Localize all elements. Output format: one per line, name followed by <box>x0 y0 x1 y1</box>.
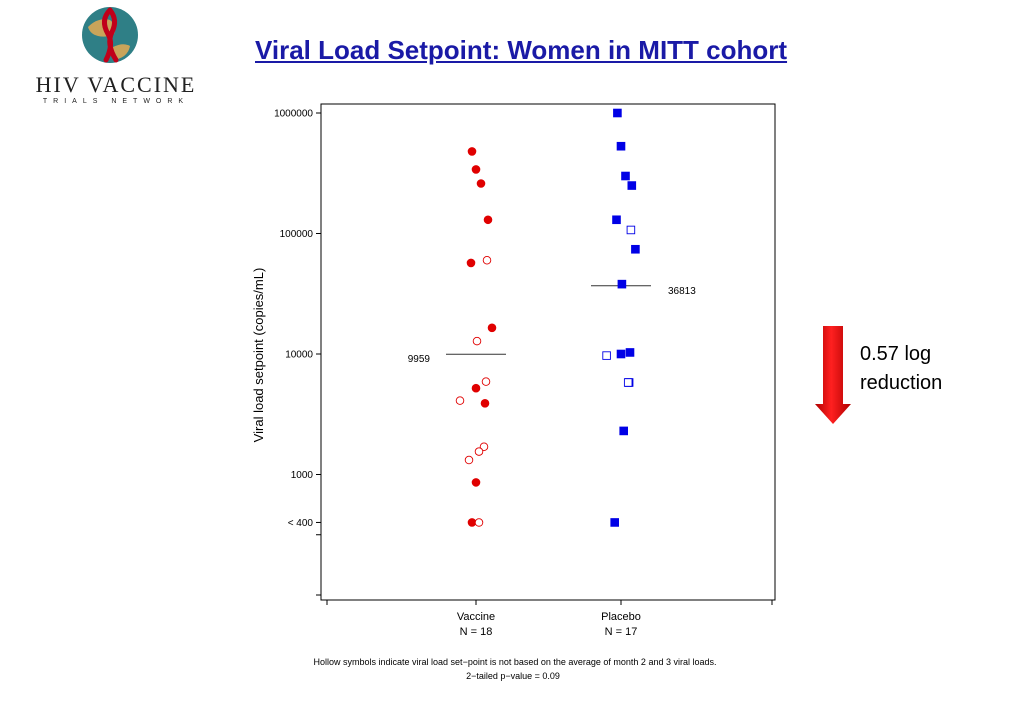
x-category-label-vaccine: Vaccine <box>457 611 495 623</box>
page-title: Viral Load Setpoint: Women in MITT cohor… <box>255 35 788 65</box>
data-points <box>455 108 640 527</box>
logo-subtitle: TRIALS NETWORK <box>42 98 190 105</box>
hvtn-logo: HIV VACCINE TRIALS NETWORK <box>18 2 198 112</box>
x-category-count-vaccine: N = 18 <box>460 626 493 638</box>
reduction-line-2: reduction <box>860 372 943 394</box>
footnote-line-2: 2−tailed p−value = 0.09 <box>466 671 560 681</box>
vaccine-point-2 <box>476 179 486 188</box>
y-tick-label-3: 1000 <box>291 470 314 481</box>
placebo-point-3 <box>627 181 637 190</box>
median-lines: 9959 36813 <box>408 285 696 365</box>
y-tick-label-0: 1000000 <box>274 109 313 120</box>
placebo-point-12 <box>623 378 633 387</box>
logo-title: HIV VACCINE <box>35 72 197 97</box>
median-label-vaccine: 9959 <box>408 354 431 365</box>
placebo-point-7 <box>617 279 627 289</box>
footnote-line-1: Hollow symbols indicate viral load set−p… <box>314 657 717 667</box>
vaccine-point-13 <box>474 447 484 456</box>
placebo-point-10 <box>602 351 611 360</box>
vaccine-point-17 <box>474 518 484 527</box>
placebo-point-8 <box>625 348 635 357</box>
vaccine-point-16 <box>467 518 477 527</box>
vaccine-point-15 <box>471 478 481 487</box>
y-tick-label-2: 10000 <box>285 350 313 361</box>
vaccine-point-5 <box>482 255 492 265</box>
y-axis: 1000000 100000 10000 1000 < 400 <box>274 109 321 596</box>
reduction-annotation: 0.57 log reduction <box>860 340 942 398</box>
vaccine-point-4 <box>466 258 476 268</box>
x-category-count-placebo: N = 17 <box>605 626 638 638</box>
x-axis: Vaccine N = 18 Placebo N = 17 <box>326 600 773 638</box>
y-tick-label-4: < 400 <box>288 518 314 529</box>
vaccine-point-8 <box>481 377 491 386</box>
y-axis-label: Viral load setpoint (copies/mL) <box>251 268 266 443</box>
vaccine-point-11 <box>480 398 490 408</box>
placebo-point-5 <box>626 225 636 235</box>
vaccine-point-6 <box>487 323 497 333</box>
x-category-label-placebo: Placebo <box>601 611 641 623</box>
placebo-point-1 <box>616 141 626 151</box>
vaccine-point-3 <box>483 215 493 225</box>
placebo-point-9 <box>616 349 626 359</box>
placebo-point-14 <box>610 518 620 527</box>
vaccine-point-14 <box>464 455 474 465</box>
vaccine-point-12 <box>479 442 489 451</box>
plot-frame <box>320 103 776 601</box>
reduction-line-1: 0.57 log <box>860 343 932 365</box>
placebo-point-0 <box>613 108 622 118</box>
vaccine-point-10 <box>455 396 465 405</box>
down-arrow-icon <box>815 326 851 424</box>
vaccine-point-1 <box>471 165 481 174</box>
vaccine-point-0 <box>467 147 477 156</box>
vaccine-point-9 <box>471 383 481 393</box>
globe-ribbon-icon <box>82 7 138 63</box>
median-label-placebo: 36813 <box>668 286 696 297</box>
y-tick-label-1: 100000 <box>280 229 314 240</box>
placebo-point-13 <box>619 426 629 436</box>
vaccine-point-7 <box>472 336 482 346</box>
placebo-point-4 <box>612 215 621 225</box>
placebo-point-6 <box>631 244 640 254</box>
placebo-point-2 <box>621 171 630 181</box>
